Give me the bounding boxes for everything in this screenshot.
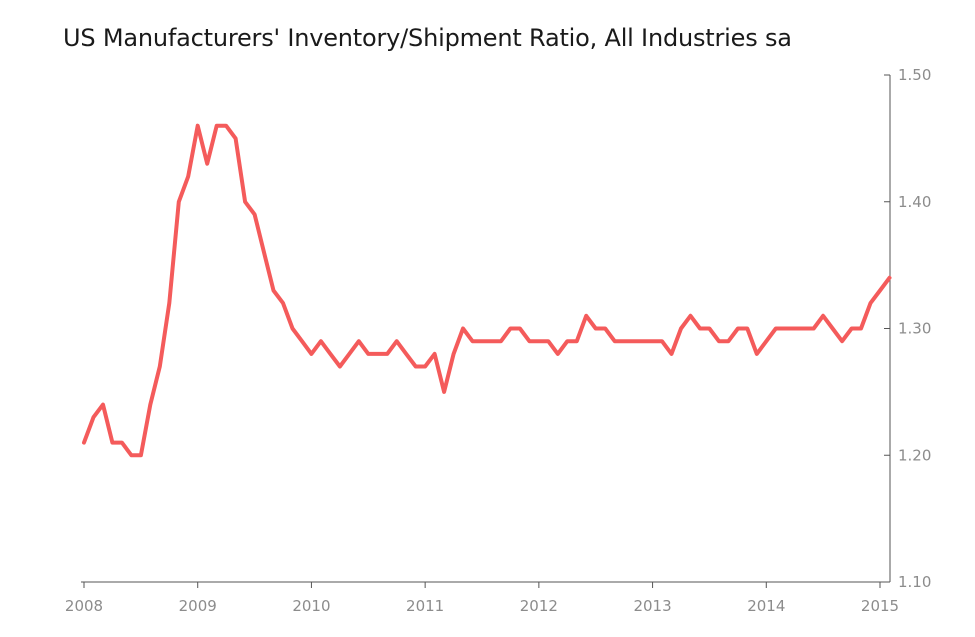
y-tick-label: 1.20 bbox=[898, 446, 931, 464]
y-tick-label: 1.10 bbox=[898, 573, 931, 591]
x-tick-label: 2012 bbox=[520, 597, 558, 615]
x-tick-label: 2013 bbox=[633, 597, 671, 615]
x-tick-label: 2008 bbox=[65, 597, 103, 615]
y-axis-ticks: 1.10 1.20 1.30 1.40 1.50 bbox=[884, 66, 931, 591]
y-tick-label: 1.40 bbox=[898, 193, 931, 211]
y-tick-label: 1.30 bbox=[898, 320, 931, 338]
x-axis-ticks: 2008 2009 2010 2011 2012 2013 2014 2015 bbox=[65, 582, 899, 615]
y-tick-label: 1.50 bbox=[898, 66, 931, 84]
series-line bbox=[82, 123, 892, 458]
x-tick-label: 2010 bbox=[292, 597, 330, 615]
chart-title: US Manufacturers' Inventory/Shipment Rat… bbox=[63, 24, 792, 52]
x-tick-label: 2015 bbox=[861, 597, 899, 615]
x-tick-label: 2011 bbox=[406, 597, 444, 615]
series-layer bbox=[82, 123, 892, 458]
x-tick-label: 2014 bbox=[747, 597, 785, 615]
x-tick-label: 2009 bbox=[179, 597, 217, 615]
